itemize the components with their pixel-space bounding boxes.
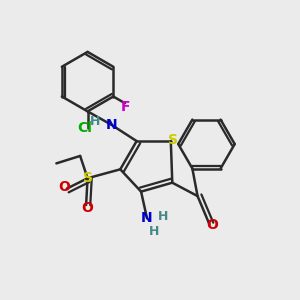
Text: H: H [90,115,100,128]
Text: N: N [141,212,153,225]
Text: H: H [158,210,169,224]
Text: Cl: Cl [77,121,92,135]
Text: O: O [82,201,94,215]
Text: S: S [82,171,93,185]
Text: S: S [168,134,178,148]
Text: F: F [121,100,130,114]
Text: H: H [149,225,160,238]
Text: O: O [58,180,70,194]
Text: O: O [206,218,218,232]
Text: N: N [106,118,117,132]
